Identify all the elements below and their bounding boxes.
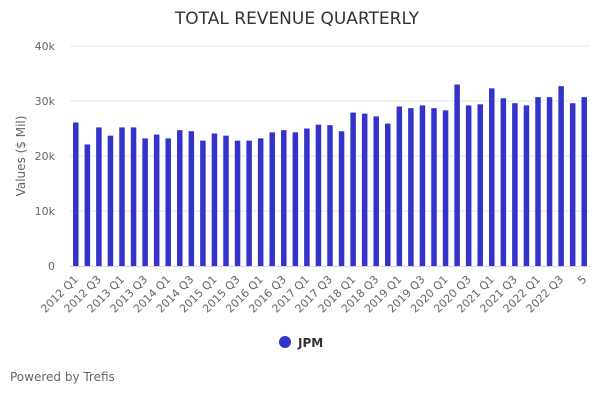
y-tick-label: 40k <box>35 40 56 53</box>
bar[interactable] <box>153 134 160 266</box>
bar[interactable] <box>315 124 322 267</box>
bar[interactable] <box>373 116 379 267</box>
bar[interactable] <box>546 97 553 267</box>
bar[interactable] <box>211 133 218 266</box>
bar[interactable] <box>96 127 102 267</box>
bar[interactable] <box>165 138 171 266</box>
bar[interactable] <box>200 140 206 266</box>
bar[interactable] <box>73 122 79 266</box>
y-tick-label: 30k <box>35 95 56 108</box>
bar[interactable] <box>500 98 507 266</box>
y-tick-label: 10k <box>35 205 56 218</box>
bar[interactable] <box>581 97 587 267</box>
bar[interactable] <box>361 113 368 267</box>
bar[interactable] <box>269 132 275 266</box>
bar[interactable] <box>257 138 264 266</box>
bar[interactable] <box>396 106 403 267</box>
bar[interactable] <box>408 108 414 267</box>
bar[interactable] <box>431 108 437 267</box>
bar-series-jpm <box>73 84 587 267</box>
y-axis-label: Values ($ Mil) <box>14 116 28 197</box>
bar[interactable] <box>246 140 252 266</box>
chart-title: TOTAL REVENUE QUARTERLY <box>174 9 420 29</box>
bar[interactable] <box>535 97 541 267</box>
bar[interactable] <box>223 135 229 266</box>
bar[interactable] <box>350 112 356 266</box>
bar[interactable] <box>130 127 137 267</box>
y-axis-ticks: 0 10k 20k 30k 40k <box>35 40 56 273</box>
bar[interactable] <box>107 135 114 266</box>
bar[interactable] <box>84 144 91 266</box>
bar[interactable] <box>338 131 345 266</box>
bar[interactable] <box>465 105 472 267</box>
bar[interactable] <box>304 128 310 267</box>
bar[interactable] <box>292 132 299 266</box>
bar[interactable] <box>281 130 287 266</box>
bar[interactable] <box>385 123 391 266</box>
x-tick-label: 5 <box>575 273 589 287</box>
bar[interactable] <box>188 131 195 266</box>
bar[interactable] <box>119 127 125 267</box>
legend[interactable]: JPM <box>279 336 323 350</box>
bar[interactable] <box>512 103 518 266</box>
bar[interactable] <box>419 105 426 267</box>
bar[interactable] <box>489 88 495 266</box>
powered-by-credit[interactable]: Powered by Trefis <box>10 370 115 384</box>
bar[interactable] <box>523 105 530 267</box>
bar[interactable] <box>234 140 241 266</box>
bar[interactable] <box>454 84 460 267</box>
y-tick-label: 0 <box>48 260 55 273</box>
legend-marker-jpm[interactable] <box>279 336 291 348</box>
bar[interactable] <box>558 86 564 267</box>
bar[interactable] <box>569 103 576 266</box>
bar[interactable] <box>477 104 483 266</box>
bar[interactable] <box>327 125 333 266</box>
bar[interactable] <box>142 138 148 266</box>
bar[interactable] <box>177 130 183 266</box>
y-tick-label: 20k <box>35 150 56 163</box>
legend-label-jpm[interactable]: JPM <box>297 336 323 350</box>
bar[interactable] <box>442 110 449 266</box>
